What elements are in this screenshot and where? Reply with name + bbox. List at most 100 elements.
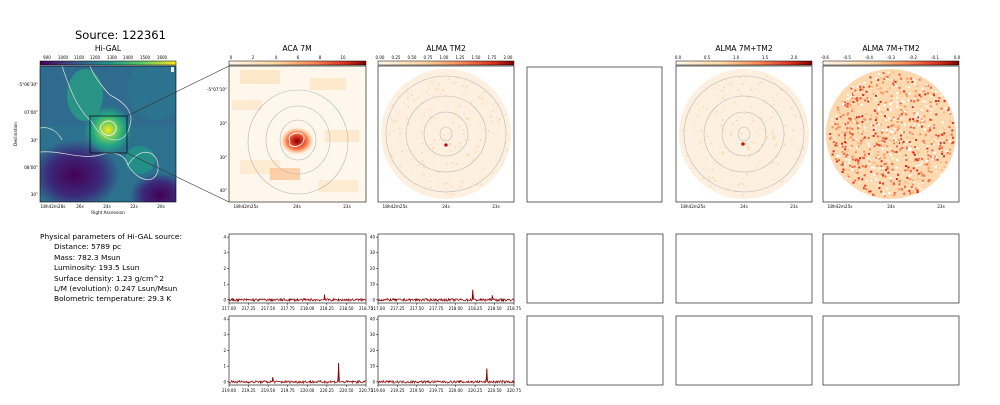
noise-pixel [842,114,845,117]
alma7mtm2a-source [741,142,745,146]
cbar-tick: 900 [43,55,51,60]
zoom-box [89,115,128,154]
noise-pixel [882,72,885,74]
noise-pixel [893,139,895,142]
noise-pixel [873,183,876,185]
noise-pixel [949,112,952,115]
ytick-label: 0 [223,379,226,384]
noise-pixel [846,102,849,105]
noise-pixel [851,127,854,130]
noise-pixel [889,130,892,133]
noise-pixel [755,130,758,132]
noise-pixel [861,178,864,181]
noise-pixel [924,121,927,123]
noise-pixel [710,142,713,145]
xtick-label: 219.75 [429,388,443,393]
noise-pixel [413,183,415,185]
noise-pixel [722,152,725,155]
noise-pixel [887,71,890,74]
noise-pixel [390,116,392,119]
noise-pixel [890,106,893,109]
noise-pixel [867,157,870,160]
noise-pixel [863,186,866,189]
noise-pixel [861,165,864,168]
noise-pixel [455,131,458,133]
noise-pixel [774,139,776,141]
noise-pixel [770,117,772,119]
noise-pixel [841,131,844,134]
noise-pixel [929,118,932,121]
spectrum-frame [377,233,515,304]
noise-pixel [831,135,834,138]
higal-colorbar-ticks: 900 1000 1100 1200 1300 1400 1500 1600 [43,55,167,60]
alma7mtm2a-title: ALMA 7M+TM2 [715,44,773,53]
ytick-label: 08'00" [24,165,38,170]
noise-pixel [921,181,924,184]
noise-pixel [863,128,866,131]
noise-pixel [871,127,874,130]
noise-pixel [917,112,920,115]
noise-pixel [914,146,916,148]
noise-pixel [846,130,849,133]
noise-pixel [722,119,724,121]
noise-pixel [461,182,464,184]
noise-pixel [903,110,906,113]
noise-pixel [914,90,917,93]
noise-pixel [858,181,861,184]
noise-pixel [722,97,724,99]
noise-pixel [895,151,898,153]
noise-pixel [682,130,684,132]
alma7mtm2a-noise [681,75,808,197]
noise-pixel [413,158,416,161]
noise-pixel [891,168,894,171]
ytick-label: 07'00" [24,110,38,115]
noise-pixel [890,109,893,112]
noise-pixel [859,142,862,145]
noise-pixel [926,158,929,161]
noise-pixel [844,132,847,135]
zoom-connector-top [126,65,230,117]
noise-pixel [914,122,916,125]
noise-pixel [841,100,844,103]
noise-pixel [744,113,747,115]
noise-pixel [893,151,896,153]
noise-pixel [471,160,473,162]
noise-pixel [420,131,423,134]
noise-pixel [898,114,900,116]
noise-pixel [892,182,895,185]
noise-pixel [935,90,938,93]
noise-pixel [885,137,888,140]
noise-pixel [841,151,844,153]
noise-pixel [844,113,847,116]
noise-pixel [744,138,747,141]
noise-pixel [857,161,860,164]
higal-title: Hi-GAL [95,44,122,53]
noise-pixel [918,97,921,100]
noise-pixel [878,73,880,75]
noise-pixel [906,136,909,139]
noise-pixel [892,116,895,119]
noise-pixel [395,115,398,117]
xtick-label: 218.75 [359,306,373,311]
noise-pixel [429,116,432,118]
noise-pixel [467,117,469,119]
noise-pixel [886,187,889,190]
xtick-label: 219.25 [242,388,256,393]
noise-pixel [879,175,882,178]
noise-pixel [835,128,838,131]
noise-pixel [902,100,905,103]
noise-pixel [898,86,901,89]
noise-pixel [846,113,849,116]
noise-pixel [920,108,923,111]
cbar-tick: 1.50 [472,55,481,60]
noise-pixel [905,113,908,116]
ytick-label: 3 [223,332,226,337]
noise-pixel [886,90,889,93]
xtick-label: 24s [103,204,111,209]
noise-pixel [745,141,747,144]
noise-pixel [905,147,908,150]
noise-pixel [941,150,944,153]
noise-pixel [933,151,936,154]
noise-pixel [913,112,916,115]
noise-pixel [866,97,869,100]
